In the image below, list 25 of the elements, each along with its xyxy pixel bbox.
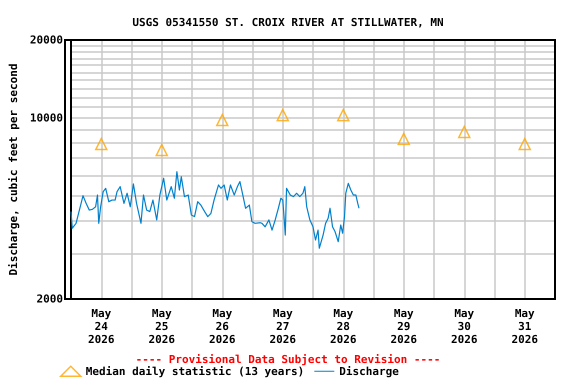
chart-title: USGS 05341550 ST. CROIX RIVER AT STILLWATER, MN [132,16,444,29]
y-tick-label: 2000 [36,292,64,306]
x-tick-label: May 30 2026 [451,307,478,346]
x-tick-label: May 29 2026 [390,307,418,346]
legend-label: Discharge [339,364,400,378]
y-tick-label: 10000 [30,111,64,124]
point [398,132,410,146]
legend-label: Median daily statistic (13 years) [86,364,304,378]
point [518,138,531,150]
point [337,108,350,122]
line-series [70,171,360,249]
x-tick-label: May 28 2026 [330,307,357,346]
y-tick-label: 20000 [30,34,64,46]
x-tick-label: May 27 2026 [270,307,296,346]
text: ---- Provisional Data Subject to Revision ---- [136,353,440,366]
point [95,138,108,150]
x-tick-label: May 25 2026 [148,307,176,346]
x-tick-label: May 24 2026 [88,307,115,346]
point [458,126,470,138]
point [156,144,168,156]
point [276,108,290,122]
point [216,114,229,126]
x-tick-label: May 26 2026 [209,307,236,346]
y-axis-title: Discharge, cubic feet per second [7,64,20,276]
x-tick-label: May 31 2026 [512,307,538,346]
